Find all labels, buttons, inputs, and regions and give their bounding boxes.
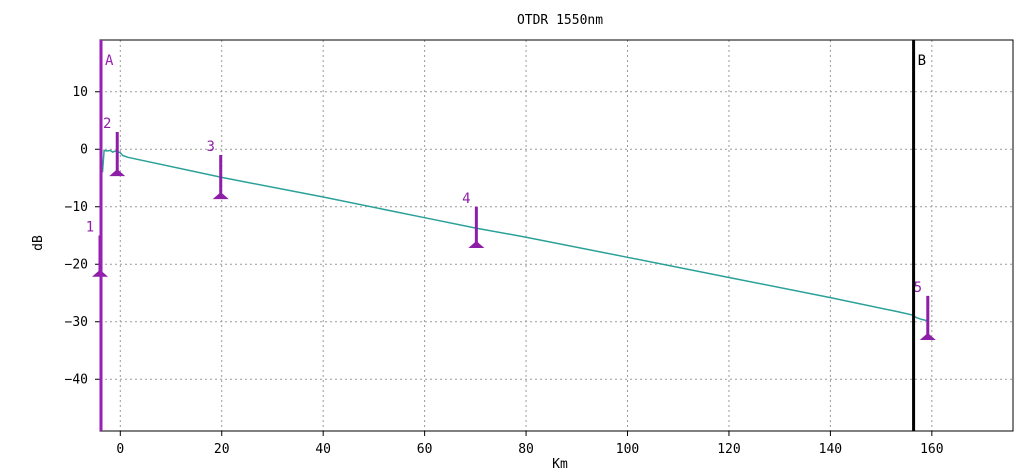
trace-line — [101, 149, 927, 322]
event-foot — [468, 241, 485, 248]
x-tick-label: 20 — [214, 442, 230, 457]
event-marker-3[interactable]: 3 — [207, 139, 229, 200]
event-foot — [919, 333, 936, 340]
y-axis-ticks: 10 0 −10 −20 −30 −40 — [65, 85, 100, 387]
x-tick-label: 80 — [518, 442, 534, 457]
event-marker-5[interactable]: 5 — [914, 280, 936, 340]
event-marker-1[interactable]: 1 — [86, 220, 108, 277]
event-foot — [212, 192, 229, 200]
y-tick-label: −10 — [65, 200, 88, 215]
event-marker-4[interactable]: 4 — [462, 191, 485, 248]
chart-title: OTDR 1550nm — [517, 13, 603, 28]
event-label: 1 — [86, 220, 94, 236]
event-foot — [109, 169, 126, 177]
cursor-label: B — [918, 53, 926, 69]
plot-frame — [99, 39, 1014, 432]
x-tick-label: 160 — [920, 442, 943, 457]
grid — [100, 40, 1013, 431]
x-tick-label: 60 — [417, 442, 433, 457]
trace-layer — [101, 149, 927, 322]
event-label: 5 — [914, 280, 922, 296]
y-tick-label: −40 — [65, 372, 88, 387]
x-axis-label: Km — [552, 457, 568, 472]
event-marker-2[interactable]: 2 — [103, 116, 126, 177]
x-tick-label: 100 — [616, 442, 639, 457]
y-tick-label: −30 — [65, 315, 88, 330]
x-tick-label: 120 — [717, 442, 740, 457]
x-tick-label: 40 — [315, 442, 331, 457]
x-tick-label: 140 — [819, 442, 842, 457]
y-axis-label: dB — [31, 235, 46, 251]
event-label: 3 — [207, 139, 215, 155]
cursor-b[interactable]: B — [912, 40, 926, 431]
x-tick-label: 0 — [116, 442, 124, 457]
y-tick-label: 0 — [80, 142, 88, 157]
y-tick-label: −20 — [65, 257, 88, 272]
cursor-label: A — [105, 53, 114, 69]
cursor-a[interactable]: A — [99, 40, 114, 431]
event-label: 2 — [103, 116, 111, 132]
y-tick-label: 10 — [72, 85, 88, 100]
event-label: 4 — [462, 191, 470, 207]
x-axis-ticks: 0 20 40 60 80 100 120 140 160 — [116, 431, 944, 457]
